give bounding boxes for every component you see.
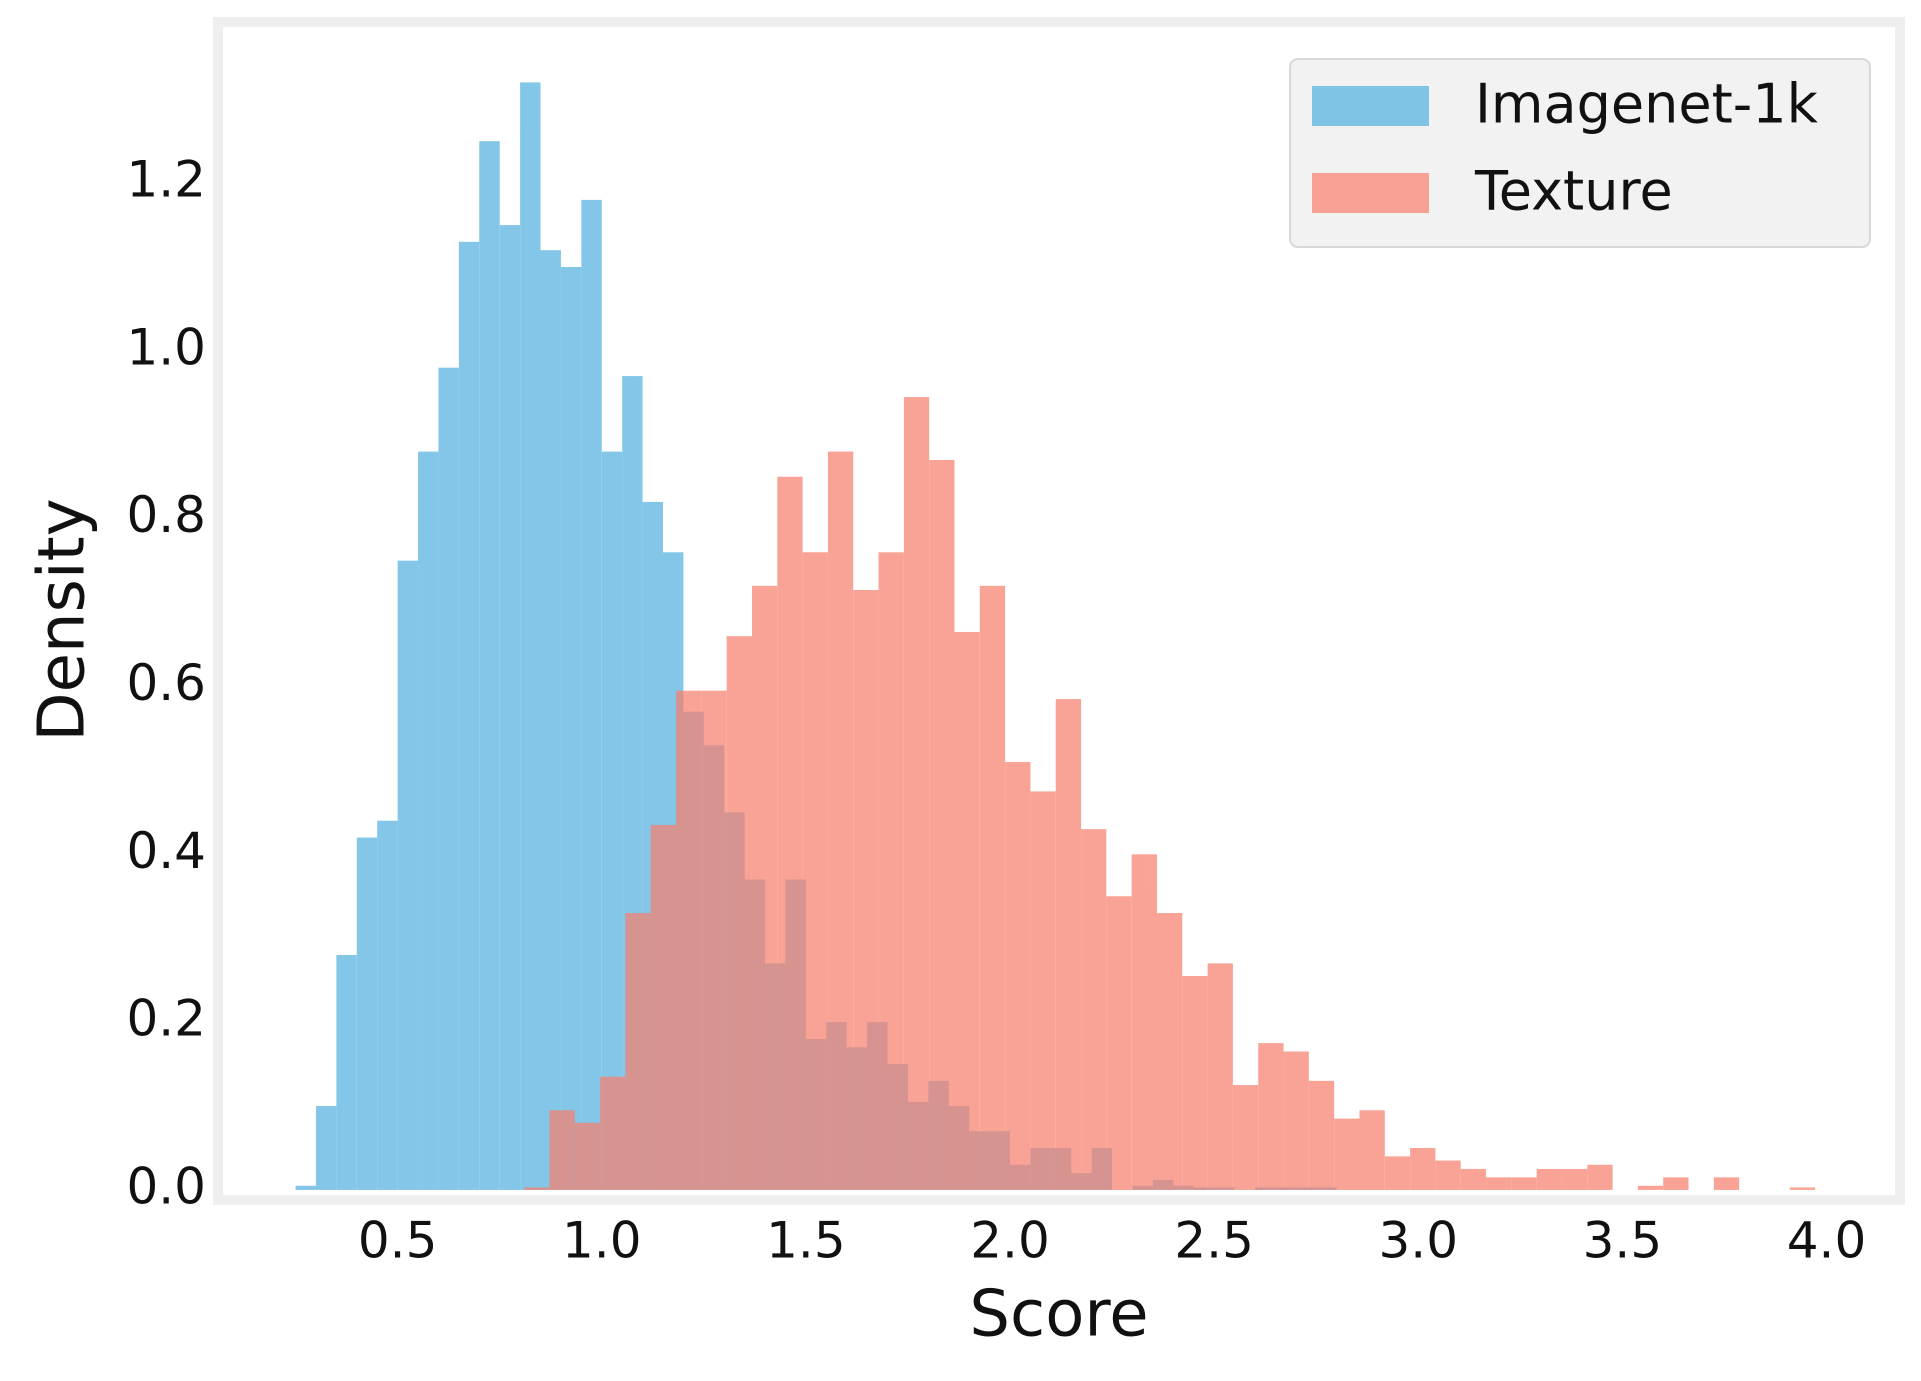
bar <box>1587 1164 1613 1190</box>
y-tick-label: 0.0 <box>126 1157 206 1215</box>
bar <box>1334 1118 1360 1190</box>
bar <box>574 1122 601 1190</box>
bar <box>520 82 541 1190</box>
bar <box>701 690 727 1190</box>
bar <box>1055 699 1082 1190</box>
legend: Imagenet-1k Texture <box>1289 58 1871 248</box>
bar <box>336 955 357 1190</box>
bar <box>1081 829 1107 1190</box>
bar <box>1713 1177 1740 1190</box>
bar <box>1207 963 1233 1190</box>
bar <box>1435 1160 1461 1190</box>
legend-box <box>1289 58 1871 248</box>
x-tick-label: 1.5 <box>766 1212 846 1270</box>
legend-swatch <box>1312 173 1429 213</box>
bar <box>1156 913 1183 1190</box>
x-tick-label: 2.0 <box>970 1212 1050 1270</box>
bar <box>929 459 955 1190</box>
bar <box>1030 791 1056 1190</box>
bar <box>827 451 854 1190</box>
x-tick-label: 3.5 <box>1583 1212 1663 1270</box>
bar <box>1789 1187 1816 1190</box>
bar <box>1308 1080 1335 1190</box>
y-tick-label: 0.6 <box>126 654 206 712</box>
bar <box>356 837 378 1190</box>
y-tick-label: 0.4 <box>126 822 206 880</box>
bar <box>418 451 439 1190</box>
bar <box>581 199 602 1190</box>
bar <box>1561 1168 1588 1190</box>
bar <box>601 451 623 1190</box>
y-tick-label: 0.8 <box>126 486 206 544</box>
bar <box>295 1185 316 1190</box>
x-tick-label: 2.5 <box>1174 1212 1254 1270</box>
bar <box>397 560 419 1190</box>
bar <box>1106 896 1132 1190</box>
bar <box>524 1187 550 1190</box>
bar <box>540 250 561 1190</box>
bar <box>1460 1168 1487 1190</box>
x-tick-label: 1.0 <box>562 1212 642 1270</box>
bar <box>560 266 582 1190</box>
x-tick-label: 0.5 <box>358 1212 438 1270</box>
bar <box>377 820 398 1190</box>
bar <box>676 690 702 1190</box>
legend-label: Texture <box>1474 160 1673 223</box>
bar <box>1283 1051 1309 1190</box>
bar <box>802 552 828 1190</box>
bar <box>499 225 521 1190</box>
bar <box>438 367 459 1190</box>
bar <box>549 1110 575 1190</box>
bar <box>1536 1168 1562 1190</box>
bar <box>479 141 500 1190</box>
bar <box>458 241 480 1190</box>
bar <box>1005 762 1031 1190</box>
histogram-series <box>524 397 1816 1190</box>
bar <box>853 590 879 1190</box>
bar <box>903 397 930 1190</box>
bar <box>1511 1177 1537 1190</box>
ticks: 0.5 1.0 1.5 2.0 2.5 3.0 3.5 4.0 0.0 0.2 0.4 0.6 0.8 1… <box>126 151 1866 1270</box>
bars <box>295 82 1816 1190</box>
legend-swatch <box>1312 86 1429 126</box>
bar <box>315 1106 337 1190</box>
x-axis-label: Score <box>969 1278 1148 1352</box>
y-tick-label: 1.0 <box>126 318 206 376</box>
bar <box>1232 1085 1259 1190</box>
y-axis-label: Density <box>26 498 100 741</box>
bar <box>751 585 778 1190</box>
bar <box>1384 1156 1411 1190</box>
bar <box>878 552 904 1190</box>
bar <box>625 913 651 1190</box>
bar <box>600 1076 626 1190</box>
bar <box>1663 1177 1689 1190</box>
x-tick-label: 3.0 <box>1378 1212 1458 1270</box>
bar <box>1258 1043 1284 1190</box>
bar <box>1486 1177 1512 1190</box>
bar <box>1131 854 1157 1190</box>
bar <box>954 631 980 1190</box>
x-tick-label: 4.0 <box>1787 1212 1867 1270</box>
y-tick-label: 0.2 <box>126 990 206 1048</box>
bar <box>650 824 677 1190</box>
bar <box>1359 1110 1385 1190</box>
y-tick-label: 1.2 <box>126 151 206 209</box>
bar <box>726 636 752 1190</box>
legend-label: Imagenet-1k <box>1475 73 1819 136</box>
bar <box>1410 1147 1436 1190</box>
bar <box>979 585 1006 1190</box>
bar <box>777 476 803 1190</box>
bar <box>1637 1185 1664 1190</box>
bar <box>1182 975 1208 1190</box>
